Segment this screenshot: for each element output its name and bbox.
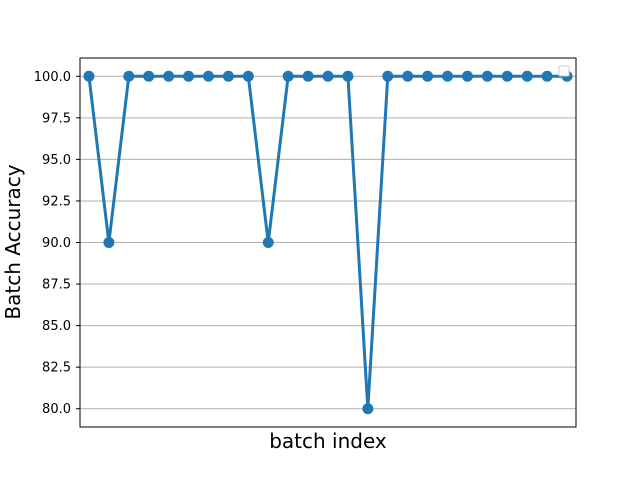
data-point [521,70,533,82]
legend [558,65,570,77]
data-point [422,70,434,82]
y-tick-label: 80.0 [42,402,71,417]
data-point [143,70,155,82]
data-point [541,70,553,82]
y-tick-label: 92.5 [42,194,71,209]
legend-box [558,65,570,77]
data-point [322,70,334,82]
data-point [262,237,274,248]
data-point [481,70,493,82]
series [83,70,573,415]
data-point [461,70,473,82]
x-axis-label: batch index [269,429,387,453]
y-tick-label: 82.5 [42,361,71,376]
data-point [183,70,195,82]
y-tick-label: 87.5 [42,278,71,293]
data-point [242,70,254,82]
data-point [123,70,135,82]
data-point [382,70,394,82]
data-point [103,237,115,248]
data-point [83,70,95,82]
data-point [163,70,175,82]
data-point [501,70,513,82]
data-point [222,70,234,82]
data-point [402,70,414,82]
data-point [362,403,374,415]
y-ticks: 80.0 82.5 85.0 87.5 90.0 92.5 95.0 97.5 100.0 [34,70,80,417]
data-point [442,70,454,82]
y-tick-label: 100.0 [34,70,71,85]
y-tick-label: 97.5 [42,111,71,126]
data-point [302,70,314,82]
axes-frame [79,57,577,428]
y-tick-label: 90.0 [42,236,71,251]
y-axis-label: Batch Accuracy [1,164,25,319]
data-point [342,70,354,82]
y-tick-label: 95.0 [42,153,71,168]
data-point [282,70,294,82]
y-tick-label: 85.0 [42,319,71,334]
data-point [202,70,214,82]
